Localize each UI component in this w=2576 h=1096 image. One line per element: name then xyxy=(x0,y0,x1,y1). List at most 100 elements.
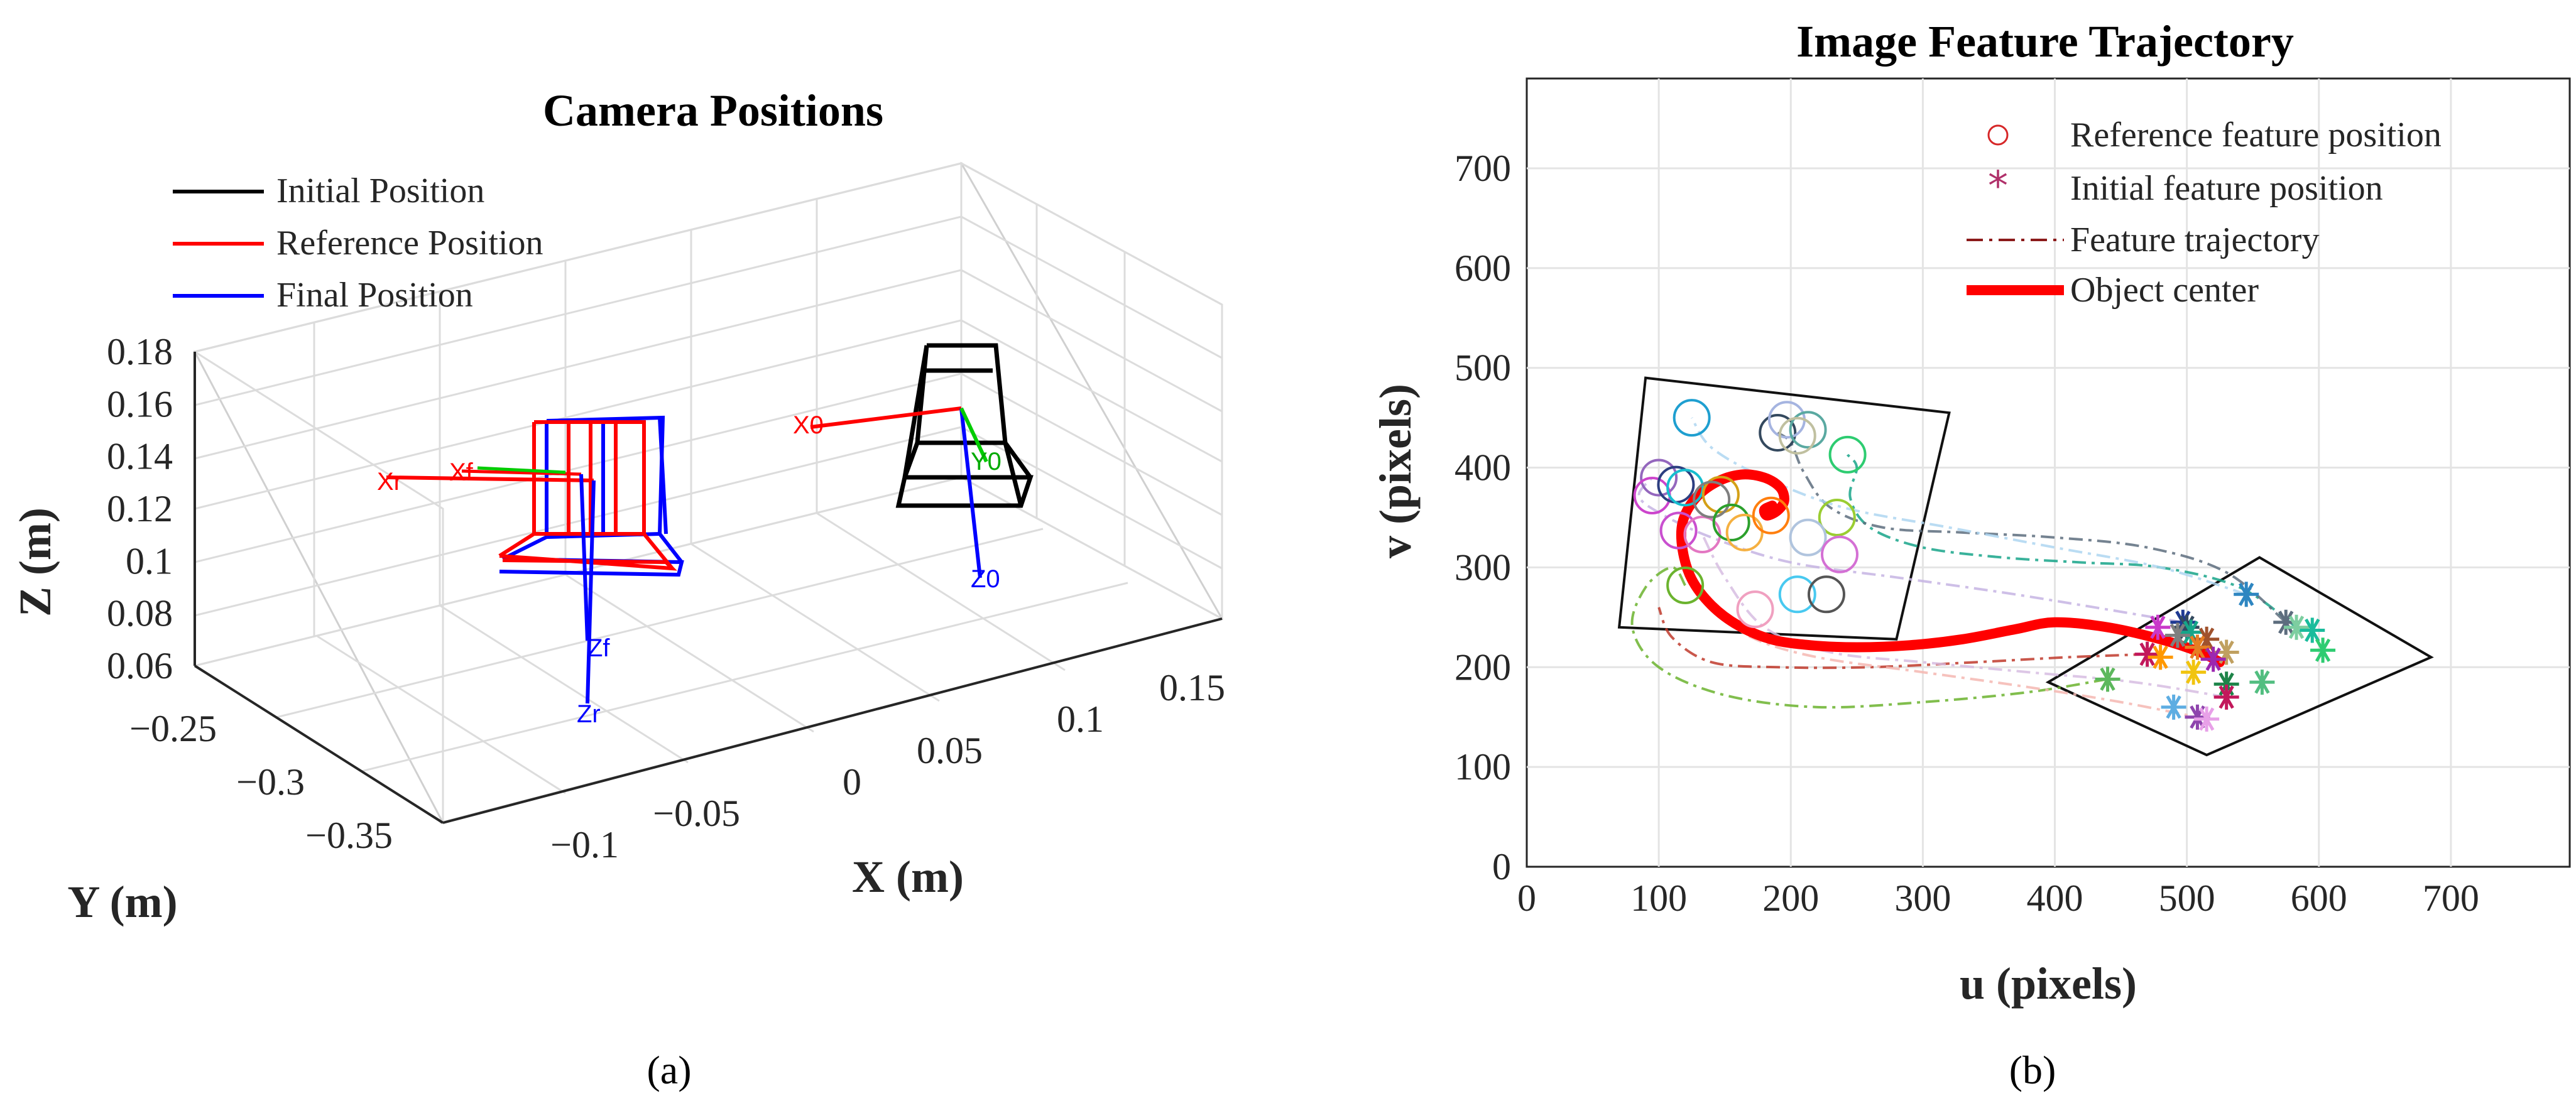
initial-feature-marker xyxy=(2161,694,2186,720)
v-tick-label: 700 xyxy=(1454,148,1511,189)
frame-label-zr: Zr xyxy=(577,700,601,728)
u-tick-label: 700 xyxy=(2423,877,2479,919)
legend-label-init-feature: Initial feature position xyxy=(2070,169,2383,208)
initial-feature-marker xyxy=(2095,666,2120,692)
frame-label-x0: X0 xyxy=(793,411,824,439)
reference-feature-marker xyxy=(1712,503,1750,541)
initial-region-outline xyxy=(2045,556,2434,757)
reference-feature-marker xyxy=(1640,458,1678,497)
reference-feature-marker xyxy=(1673,399,1711,437)
axes3d-edges xyxy=(194,352,1223,824)
reference-feature-marker xyxy=(1828,435,1867,474)
reference-feature-marker xyxy=(1736,590,1774,629)
reference-camera-frustum xyxy=(498,420,677,571)
initial-feature-marker xyxy=(2200,646,2226,672)
reference-feature-marker xyxy=(1759,413,1797,452)
v-tick-label: 300 xyxy=(1454,546,1511,588)
v-tick-label: 200 xyxy=(1454,646,1511,688)
y-tick-label: −0.25 xyxy=(129,708,217,749)
initial-feature-marker xyxy=(2148,644,2173,670)
feature-trajectories xyxy=(1630,417,2298,720)
object-center-path xyxy=(1676,469,2225,668)
y-tick-label: −0.35 xyxy=(305,815,393,856)
z-tick-label: 0.06 xyxy=(107,645,173,686)
initial-feature-marker xyxy=(2145,614,2171,640)
v-axis-label: v (pixels) xyxy=(1370,384,1421,558)
u-tick-label: 200 xyxy=(1762,877,1819,919)
initial-feature-marker xyxy=(2213,639,2239,665)
y-axis-ticks: −0.25 −0.3−0.35 xyxy=(129,708,393,856)
x-tick-label: 0.15 xyxy=(1159,667,1225,708)
z-tick-label: 0.14 xyxy=(107,436,173,477)
z-tick-label: 0.12 xyxy=(107,488,173,529)
u-tick-label: 400 xyxy=(2027,877,2083,919)
initial-feature-marker xyxy=(2181,659,2207,685)
legend-label-object-center: Object center xyxy=(2070,271,2259,310)
z-axis-label: Z (m) xyxy=(10,507,60,617)
x-tick-label: 0.05 xyxy=(917,730,983,771)
object-center-line xyxy=(1676,469,2225,668)
reference-z-axis xyxy=(586,480,596,704)
initial-feature-marker xyxy=(2213,684,2239,710)
initial-features xyxy=(2095,582,2336,732)
trajectory-legend: Reference feature position * Initial fea… xyxy=(1967,116,2442,310)
v-tick-label: 100 xyxy=(1454,746,1511,788)
x-tick-label: 0 xyxy=(843,761,861,803)
x-tick-label: −0.1 xyxy=(550,824,619,865)
initial-y-axis xyxy=(959,407,988,463)
final-z-axis xyxy=(579,474,589,641)
x-tick-label: 0.1 xyxy=(1057,698,1104,740)
initial-feature-marker xyxy=(2249,670,2275,695)
feature-trajectory-line xyxy=(1846,453,2298,629)
frame-label-zf: Zf xyxy=(587,634,610,662)
plot-ticks: 0 100 200 300 400 500 600 700 0 100 200 300 400 500 60… xyxy=(1454,148,2479,919)
frame-label-xf: Xf xyxy=(449,458,474,486)
initial-feature-marker xyxy=(2178,619,2203,645)
initial-feature-marker xyxy=(2134,641,2160,667)
reference-region-outline xyxy=(1617,376,1951,641)
reference-feature-marker xyxy=(1789,518,1827,556)
legend-label-reference: Reference Position xyxy=(276,224,543,263)
plot-area xyxy=(1525,77,2571,868)
feature-trajectory-panel: Image Feature Trajectory 0 100 200 300 400 50… xyxy=(1370,16,2571,1092)
reference-feature-marker xyxy=(1666,469,1705,507)
initial-feature-marker xyxy=(2310,638,2336,663)
reference-features xyxy=(1633,399,1867,629)
z-tick-label: 0.1 xyxy=(126,540,173,582)
legend-marker-reference xyxy=(1987,124,2009,146)
feature-regions xyxy=(1617,376,2434,757)
camera-legend: Initial Position Reference Position Fina… xyxy=(173,171,543,315)
initial-feature-marker xyxy=(2194,706,2220,732)
caption-a: (a) xyxy=(647,1048,691,1092)
x-axis-label: X (m) xyxy=(852,852,964,902)
plot-grid xyxy=(1527,79,2570,867)
z-axis-ticks: 0.18 0.16 0.14 0.12 0.1 0.08 0.06 xyxy=(107,331,173,686)
feature-trajectory-line xyxy=(1710,606,2207,720)
feature-trajectory-line xyxy=(1657,607,2148,670)
feature-trajectory-line xyxy=(1701,534,2227,698)
u-tick-label: 600 xyxy=(2291,877,2347,919)
v-tick-label: 500 xyxy=(1454,347,1511,389)
frame-label-z0: Z0 xyxy=(971,565,1000,593)
feature-trajectory-line xyxy=(1630,566,2108,709)
caption-b: (b) xyxy=(2009,1048,2056,1092)
initial-feature-marker xyxy=(2185,634,2210,660)
feature-trajectory-line xyxy=(1637,477,2183,624)
reference-feature-marker xyxy=(1725,513,1764,551)
frame-label-xr: Xr xyxy=(377,468,402,496)
v-tick-label: 400 xyxy=(1454,447,1511,489)
x-axis-ticks: −0.1 −0.05 0 0.05 0.1 0.15 xyxy=(550,667,1225,865)
u-tick-label: 0 xyxy=(1517,877,1536,919)
reference-feature-marker xyxy=(1666,567,1705,605)
initial-feature-marker xyxy=(2234,582,2259,607)
frame-label-y0: Y0 xyxy=(971,448,1001,475)
legend-label-initial: Initial Position xyxy=(276,171,484,210)
legend-marker-initial: * xyxy=(1988,163,2008,210)
feature-trajectory-line xyxy=(1690,417,2247,596)
v-tick-label: 0 xyxy=(1492,846,1511,887)
initial-camera-frustum xyxy=(895,343,1034,508)
reference-feature-marker xyxy=(1693,480,1731,519)
u-tick-label: 100 xyxy=(1630,877,1687,919)
initial-feature-marker xyxy=(2300,617,2325,643)
